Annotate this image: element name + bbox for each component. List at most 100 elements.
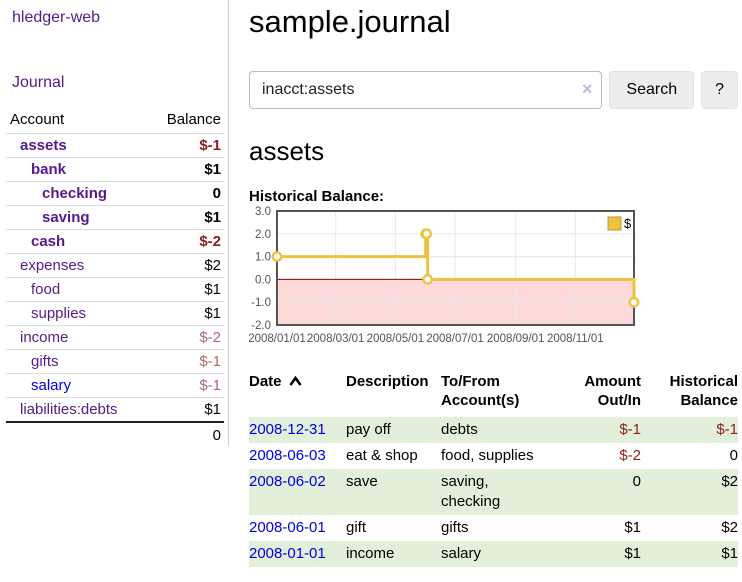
account-row: gifts $-1	[6, 349, 224, 373]
transaction-date-link[interactable]: 2008-06-02	[249, 473, 326, 490]
register-table-header: Date Description To/From Account(s) Amount …	[249, 370, 738, 417]
transaction-description: save	[346, 473, 378, 490]
register-column-header[interactable]: To/From Account(s)	[441, 373, 520, 409]
account-link[interactable]: assets	[20, 137, 67, 154]
account-balance: $1	[204, 305, 221, 322]
search-form: × Search ?	[249, 71, 738, 109]
svg-text:3.0: 3.0	[255, 206, 271, 218]
register-column-header[interactable]: Date	[249, 370, 346, 417]
account-balance: $-1	[199, 137, 221, 154]
account-row: expenses $2	[6, 253, 224, 277]
svg-text:2.0: 2.0	[255, 229, 271, 241]
account-link[interactable]: bank	[31, 161, 67, 178]
search-input[interactable]	[249, 71, 603, 109]
account-row: salary $-1	[6, 373, 224, 397]
transaction-description: income	[346, 545, 395, 562]
account-balance: $-2	[199, 329, 221, 346]
account-row: supplies $1	[6, 301, 224, 325]
account-row: food $1	[6, 277, 224, 301]
accounts-header-account: Account	[10, 111, 65, 128]
account-link[interactable]: saving	[42, 209, 90, 226]
account-balance: $2	[204, 257, 221, 274]
clear-search-icon[interactable]: ×	[581, 79, 593, 99]
accounts-panel: Account Balance assets $-1 bank $1 checking 0…	[0, 109, 228, 448]
account-row: checking 0	[6, 181, 224, 205]
transaction-balance: $2	[721, 473, 738, 490]
account-row: cash $-2	[6, 229, 224, 253]
transaction-date-link[interactable]: 2008-01-01	[249, 545, 326, 562]
transaction-amount: 0	[632, 473, 641, 490]
accounts-header-balance: Balance	[166, 111, 221, 128]
account-link[interactable]: liabilities:debts	[20, 401, 118, 418]
accounts-total: 0	[6, 421, 224, 448]
transaction-row: 2008-12-31 pay off debts $-1 $-1	[249, 417, 738, 443]
account-link[interactable]: food	[31, 281, 61, 298]
transaction-date-link[interactable]: 2008-06-03	[249, 447, 326, 464]
register-column-header[interactable]: Historical Balance	[669, 373, 738, 409]
svg-text:0.0: 0.0	[255, 274, 271, 286]
help-button[interactable]: ?	[701, 71, 738, 109]
transaction-amount: $1	[624, 545, 641, 562]
brand-link[interactable]: hledger-web	[12, 9, 101, 26]
transaction-amount: $-2	[619, 447, 641, 464]
account-link[interactable]: expenses	[20, 257, 85, 274]
transaction-row: 2008-06-02 save saving, checking 0 $2	[249, 469, 738, 515]
transaction-amount: $1	[624, 519, 641, 536]
svg-text:2008/01/01: 2008/01/01	[248, 333, 306, 345]
legend-swatch	[607, 216, 622, 231]
accounts-header: Account Balance	[0, 109, 228, 133]
svg-text:1.0: 1.0	[255, 252, 271, 264]
account-balance: 0	[212, 185, 221, 202]
account-balance: $1	[204, 281, 221, 298]
svg-text:-2.0: -2.0	[251, 320, 271, 332]
account-link[interactable]: checking	[42, 185, 108, 202]
account-heading: assets	[249, 136, 325, 166]
account-balance: $1	[204, 401, 221, 418]
account-balance: $-1	[199, 353, 221, 370]
svg-text:2008/07/01: 2008/07/01	[426, 333, 484, 345]
account-link[interactable]: cash	[31, 233, 66, 250]
account-link[interactable]: income	[20, 329, 69, 346]
account-balance: $-1	[199, 377, 221, 394]
sidebar-item-journal[interactable]: Journal	[12, 74, 65, 91]
register-table: Date Description To/From Account(s) Amount …	[249, 370, 738, 567]
transaction-date-link[interactable]: 2008-06-01	[249, 519, 326, 536]
transaction-accounts: food, supplies	[441, 447, 534, 464]
account-row: liabilities:debts $1	[6, 397, 224, 421]
transaction-row: 2008-01-01 income salary $1 $1	[249, 541, 738, 567]
account-row: assets $-1	[6, 133, 224, 157]
transaction-balance: $1	[721, 545, 738, 562]
transaction-balance: 0	[729, 447, 738, 464]
transaction-accounts: saving, checking	[441, 473, 501, 510]
transaction-row: 2008-06-03 eat & shop food, supplies $-2 0	[249, 443, 738, 469]
account-balance: $1	[204, 209, 221, 226]
transaction-accounts: salary	[441, 545, 482, 562]
register-column-header[interactable]: Amount Out/In	[584, 373, 641, 409]
sidebar: hledger-web Journal Account Balance asse…	[0, 0, 229, 446]
accounts-list: assets $-1 bank $1 checking 0 saving $1 cash $-2 e…	[0, 133, 228, 421]
historical-balance-chart: $3.0 2.0 1.0 0.0 -1.0 -2.0 2008/01/01 2008/03/0…	[248, 206, 738, 354]
legend-label: $	[624, 216, 632, 231]
transaction-balance: $2	[721, 519, 738, 536]
svg-text:2008/03/01: 2008/03/01	[307, 333, 365, 345]
main-content: sample.journal × Search ? assets Histori…	[248, 0, 738, 567]
transaction-accounts: debts	[441, 421, 478, 438]
svg-text:-1.0: -1.0	[251, 297, 271, 309]
svg-text:2008/05/01: 2008/05/01	[367, 333, 425, 345]
account-row: saving $1	[6, 205, 224, 229]
account-link[interactable]: gifts	[31, 353, 59, 370]
transaction-description: eat & shop	[346, 447, 418, 464]
register-column-header[interactable]: Description	[346, 373, 429, 390]
svg-text:2008/09/01: 2008/09/01	[487, 333, 545, 345]
transaction-description: gift	[346, 519, 367, 536]
account-row: income $-2	[6, 325, 224, 349]
account-link[interactable]: supplies	[31, 305, 87, 322]
transaction-accounts: gifts	[441, 519, 469, 536]
account-link[interactable]: salary	[31, 377, 72, 394]
search-button[interactable]: Search	[609, 71, 695, 109]
transaction-description: pay off	[346, 421, 391, 438]
transaction-date-link[interactable]: 2008-12-31	[249, 421, 326, 438]
page-title: sample.journal	[249, 4, 451, 39]
account-balance: $1	[204, 161, 221, 178]
